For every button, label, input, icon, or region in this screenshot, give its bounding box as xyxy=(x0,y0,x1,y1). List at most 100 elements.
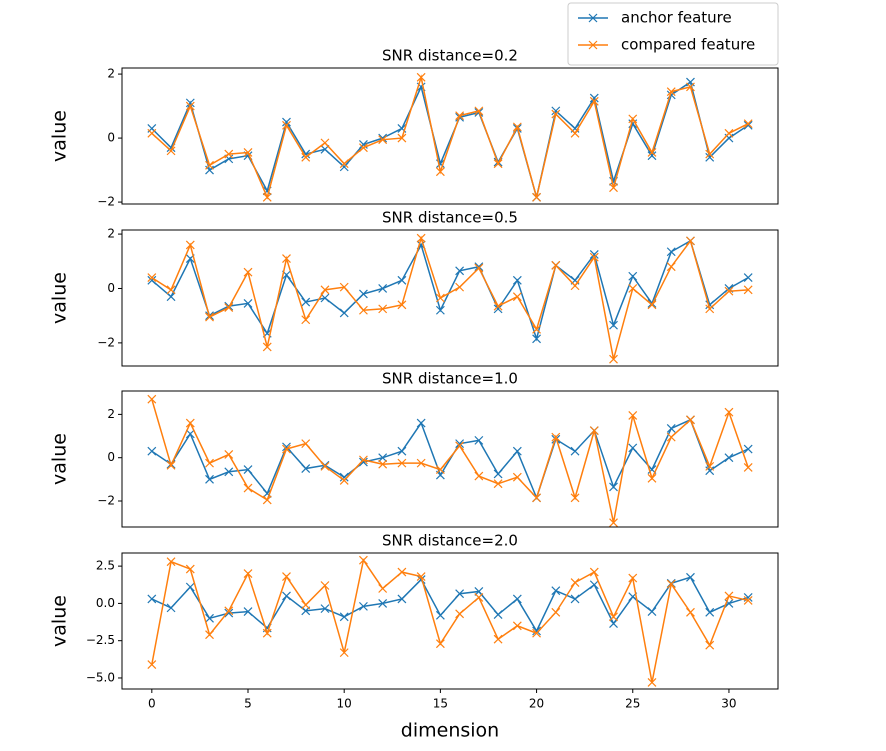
data-point xyxy=(551,586,561,596)
marker-stroke xyxy=(166,557,176,567)
data-point xyxy=(474,435,484,445)
data-point xyxy=(647,148,657,157)
data-point xyxy=(743,463,753,472)
data-point xyxy=(185,418,195,428)
chart-title: SNR distance=2.0 xyxy=(382,532,518,550)
data-point xyxy=(378,584,388,593)
data-point xyxy=(551,607,561,617)
y-tick-label: −2.5 xyxy=(86,633,115,647)
data-point xyxy=(493,159,503,169)
data-point xyxy=(224,467,234,477)
data-point xyxy=(339,476,349,485)
data-point xyxy=(705,149,715,159)
marker-stroke xyxy=(493,301,503,311)
marker-stroke xyxy=(512,275,522,285)
marker-stroke xyxy=(282,120,291,130)
data-point xyxy=(147,660,157,669)
marker-stroke xyxy=(609,183,618,193)
marker-stroke xyxy=(320,293,330,303)
y-tick-label: −5.0 xyxy=(86,670,115,684)
marker-stroke xyxy=(185,429,195,439)
marker-stroke xyxy=(743,120,753,130)
marker-stroke xyxy=(147,394,157,404)
marker-stroke xyxy=(609,612,618,622)
marker-stroke xyxy=(359,289,368,299)
data-point xyxy=(282,254,291,263)
marker-stroke xyxy=(185,564,195,574)
marker-stroke xyxy=(705,149,715,159)
marker-stroke xyxy=(282,591,291,601)
data-point xyxy=(455,266,465,276)
data-point xyxy=(570,281,580,291)
data-point xyxy=(147,594,157,604)
marker-stroke xyxy=(243,569,253,579)
marker-stroke xyxy=(570,493,580,503)
data-point xyxy=(493,301,503,311)
data-point xyxy=(416,418,426,428)
marker-stroke xyxy=(666,87,676,97)
data-point xyxy=(301,464,311,473)
data-point xyxy=(666,247,676,257)
data-point xyxy=(224,149,234,159)
marker-stroke xyxy=(609,354,618,364)
data-point xyxy=(359,601,368,611)
marker-stroke xyxy=(378,284,388,293)
marker-stroke xyxy=(262,628,272,638)
marker-stroke xyxy=(224,303,234,312)
data-point xyxy=(743,285,753,295)
data-point xyxy=(243,267,253,277)
y-tick-label: 2 xyxy=(107,407,115,421)
marker-stroke xyxy=(320,285,330,295)
marker-stroke xyxy=(532,626,541,636)
marker-stroke xyxy=(609,320,618,330)
marker-stroke xyxy=(359,140,368,149)
data-point xyxy=(416,575,426,584)
data-point xyxy=(609,354,618,364)
data-point xyxy=(512,472,522,482)
data-point xyxy=(628,114,638,124)
marker-stroke xyxy=(493,610,503,620)
marker-stroke xyxy=(359,143,368,153)
data-point xyxy=(532,493,541,503)
marker-stroke xyxy=(378,135,388,145)
marker-stroke xyxy=(339,472,349,482)
data-point xyxy=(609,612,618,622)
marker-stroke xyxy=(185,240,195,250)
data-point xyxy=(282,444,291,454)
marker-stroke xyxy=(435,465,445,475)
marker-stroke xyxy=(455,282,465,292)
marker-stroke xyxy=(185,582,195,592)
data-point xyxy=(628,443,638,453)
marker-stroke xyxy=(435,305,445,315)
marker-stroke xyxy=(185,98,195,108)
marker-stroke xyxy=(724,407,734,417)
marker-stroke xyxy=(493,469,503,479)
marker-stroke xyxy=(435,167,445,177)
marker-stroke xyxy=(339,648,349,658)
marker-stroke xyxy=(589,93,599,103)
marker-stroke xyxy=(224,608,234,618)
marker-stroke xyxy=(705,152,715,162)
data-point xyxy=(185,582,195,592)
marker-stroke xyxy=(166,460,176,470)
marker-stroke xyxy=(551,109,561,119)
data-point xyxy=(205,160,214,170)
marker-stroke xyxy=(551,607,561,617)
marker-stroke xyxy=(224,450,234,459)
data-point xyxy=(628,573,638,583)
marker-stroke xyxy=(666,90,676,100)
data-point xyxy=(512,122,522,132)
data-point xyxy=(397,594,407,604)
marker-stroke xyxy=(474,471,484,481)
marker-stroke xyxy=(666,432,676,442)
marker-stroke xyxy=(724,591,734,601)
data-point xyxy=(301,297,311,307)
marker-stroke xyxy=(512,621,522,631)
data-point xyxy=(243,569,253,579)
data-point xyxy=(609,482,618,492)
data-point xyxy=(243,465,253,475)
marker-stroke xyxy=(589,426,599,436)
data-point xyxy=(589,252,599,262)
marker-stroke xyxy=(301,439,311,449)
